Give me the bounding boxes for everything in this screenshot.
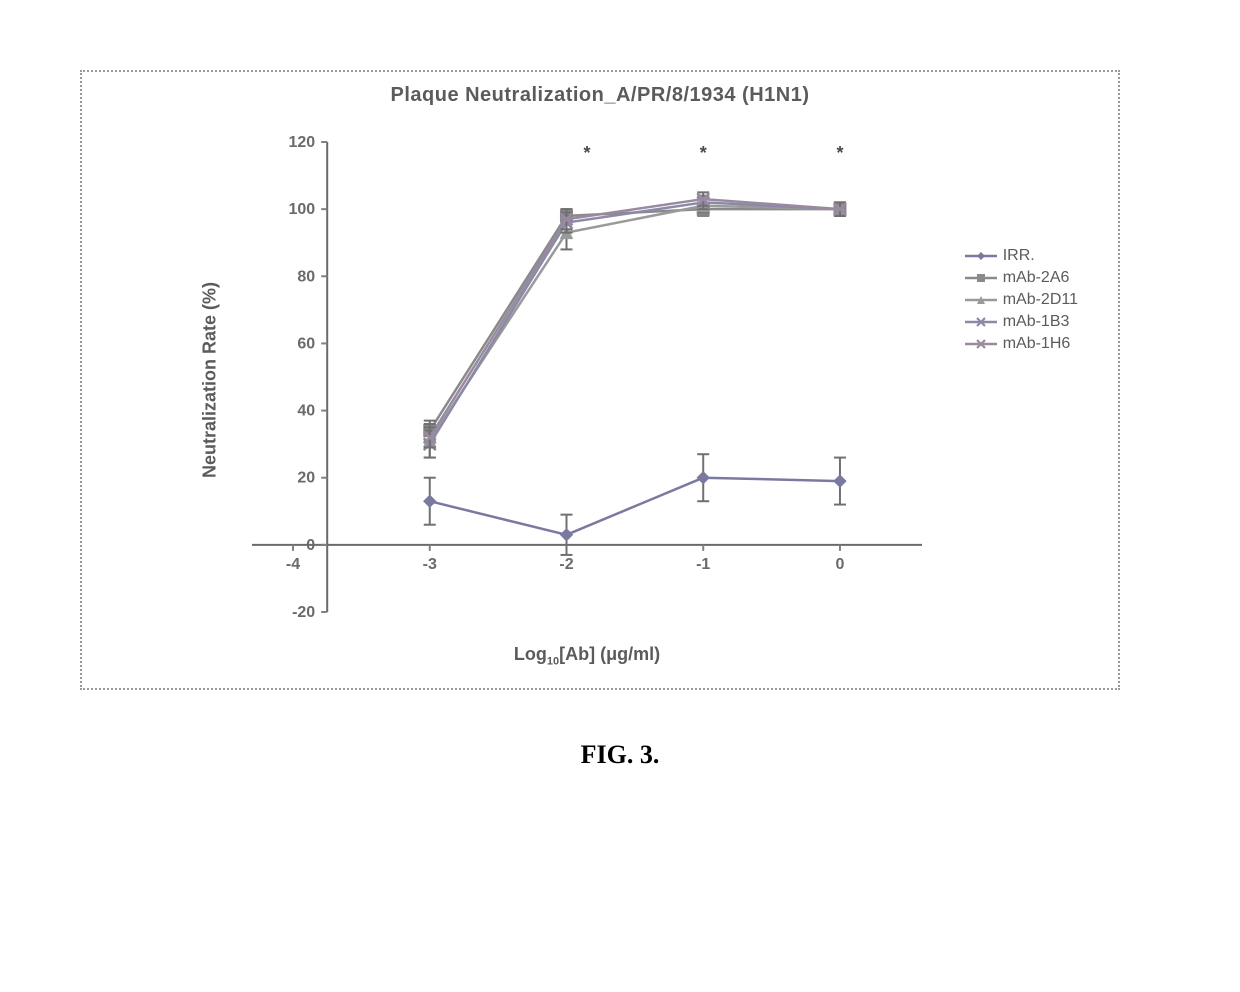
svg-text:0: 0 [306,537,315,554]
svg-text:60: 60 [297,335,315,352]
y-axis-label: Neutralization Rate (%) [200,282,221,478]
svg-text:-4: -4 [286,556,300,573]
svg-text:100: 100 [289,201,316,218]
legend-item: mAb-2A6 [965,269,1078,287]
svg-text:*: * [700,143,707,163]
svg-text:-1: -1 [696,556,710,573]
legend-swatch [965,314,997,330]
legend: IRR. mAb-2A6 mAb-2D11 mAb-1B3 mAb-1H6 [965,247,1078,357]
svg-text:40: 40 [297,403,315,420]
legend-swatch [965,270,997,286]
legend-item: mAb-2D11 [965,291,1078,309]
page: Plaque Neutralization_A/PR/8/1934 (H1N1)… [0,0,1240,992]
legend-label: IRR. [1003,247,1035,265]
legend-label: mAb-2A6 [1003,269,1070,287]
chart-frame: Plaque Neutralization_A/PR/8/1934 (H1N1)… [80,70,1120,690]
legend-label: mAb-1H6 [1003,335,1071,353]
svg-text:-3: -3 [423,556,437,573]
legend-swatch [965,336,997,352]
legend-swatch [965,248,997,264]
plot-svg: -20020406080100120-4-3-2-10*** [252,142,922,612]
svg-text:20: 20 [297,470,315,487]
svg-text:80: 80 [297,268,315,285]
x-axis-label: Log10[Ab] (μg/ml) [252,644,922,668]
legend-item: mAb-1B3 [965,313,1078,331]
legend-label: mAb-2D11 [1003,291,1078,309]
legend-item: IRR. [965,247,1078,265]
svg-text:*: * [583,143,590,163]
svg-text:-20: -20 [292,604,315,621]
chart-title: Plaque Neutralization_A/PR/8/1934 (H1N1) [82,84,1118,107]
plot-area: -20020406080100120-4-3-2-10*** [252,142,922,612]
svg-text:0: 0 [836,556,845,573]
svg-text:*: * [836,143,843,163]
legend-label: mAb-1B3 [1003,313,1070,331]
legend-swatch [965,292,997,308]
figure-caption: FIG. 3. [0,740,1240,770]
svg-text:-2: -2 [559,556,573,573]
legend-item: mAb-1H6 [965,335,1078,353]
svg-text:120: 120 [289,134,316,151]
